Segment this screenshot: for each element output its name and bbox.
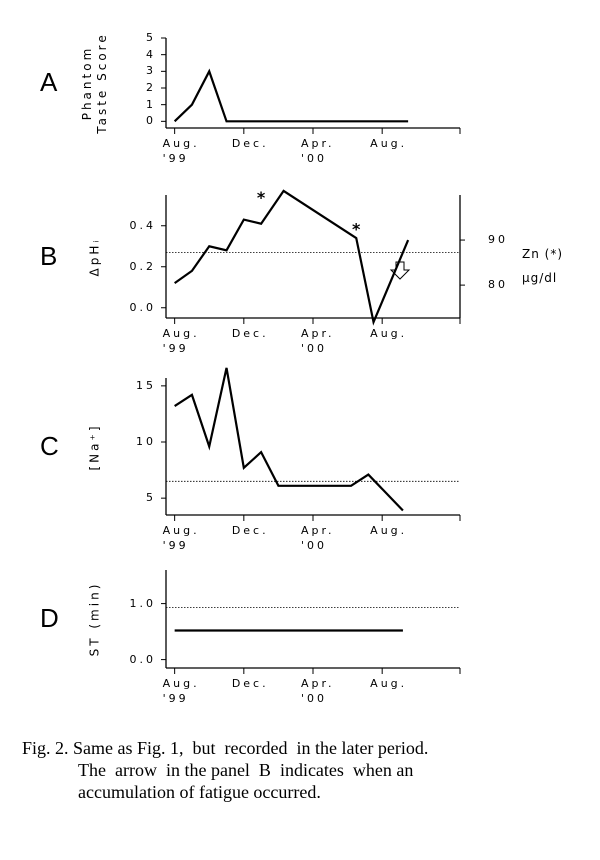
- x-tick-label: Aug.: [370, 327, 408, 340]
- caption-line: Fig. 2. Same as Fig. 1, but recorded in …: [22, 738, 429, 758]
- y-tick-label: 0.0: [129, 652, 156, 666]
- x-tick-label: Aug. '99: [162, 137, 200, 165]
- y-axis-label: Phantom Taste Score: [80, 32, 109, 134]
- panel-label: B: [40, 240, 58, 271]
- x-tick-label: Apr. '00: [301, 677, 335, 705]
- y-tick-label: 15: [136, 378, 156, 392]
- data-line: [174, 189, 410, 326]
- y2-axis-label: Zn (*) μg/dl: [522, 247, 564, 286]
- zn-marker: *: [352, 220, 361, 239]
- x-tick-label: Dec.: [231, 327, 269, 340]
- x-tick-label: Apr. '00: [301, 327, 335, 355]
- y-tick-label: 3: [146, 64, 156, 78]
- panel-label: C: [40, 430, 59, 461]
- zn-marker: *: [257, 188, 266, 207]
- x-tick-label: Aug. '99: [162, 524, 200, 552]
- y2-tick-label: 80: [488, 278, 508, 292]
- x-tick-label: Apr. '00: [301, 137, 335, 165]
- x-tick-label: Aug. '99: [162, 327, 200, 355]
- y-tick-label: 5: [146, 491, 156, 505]
- y-axis-label: ΔpHᵢ: [87, 237, 102, 276]
- caption-line: The arrow in the panel B indicates when …: [78, 760, 414, 780]
- y-tick-label: 1.0: [129, 596, 156, 610]
- x-tick-label: Apr. '00: [301, 524, 335, 552]
- y-tick-label: 1: [146, 97, 156, 111]
- caption-line: accumulation of fatigue occurred.: [78, 782, 321, 802]
- x-tick-label: Dec.: [231, 677, 269, 690]
- x-tick-label: Aug. '99: [162, 677, 200, 705]
- data-line: [173, 68, 409, 123]
- y-tick-label: 4: [146, 47, 156, 61]
- y-tick-label: 0.0: [129, 300, 156, 314]
- y-tick-label: 2: [146, 81, 156, 94]
- x-tick-label: Aug.: [370, 677, 408, 690]
- y-tick-label: 5: [146, 31, 156, 44]
- panel-label: A: [40, 67, 58, 97]
- x-tick-label: Aug.: [370, 524, 408, 537]
- x-tick-label: Aug.: [370, 137, 408, 150]
- y2-tick-label: 90: [488, 233, 508, 247]
- y-axis-label: ST (min): [87, 581, 102, 657]
- y-tick-label: 0.4: [129, 218, 156, 232]
- data-line: [174, 367, 404, 512]
- y-tick-label: 0.2: [129, 259, 156, 273]
- panel-label: D: [40, 603, 59, 633]
- x-tick-label: Dec.: [231, 524, 269, 537]
- x-tick-label: Dec.: [231, 137, 269, 150]
- y-axis-label: [Na⁺]: [87, 422, 102, 471]
- y-tick-label: 10: [136, 435, 156, 448]
- y-tick-label: 0: [146, 114, 156, 128]
